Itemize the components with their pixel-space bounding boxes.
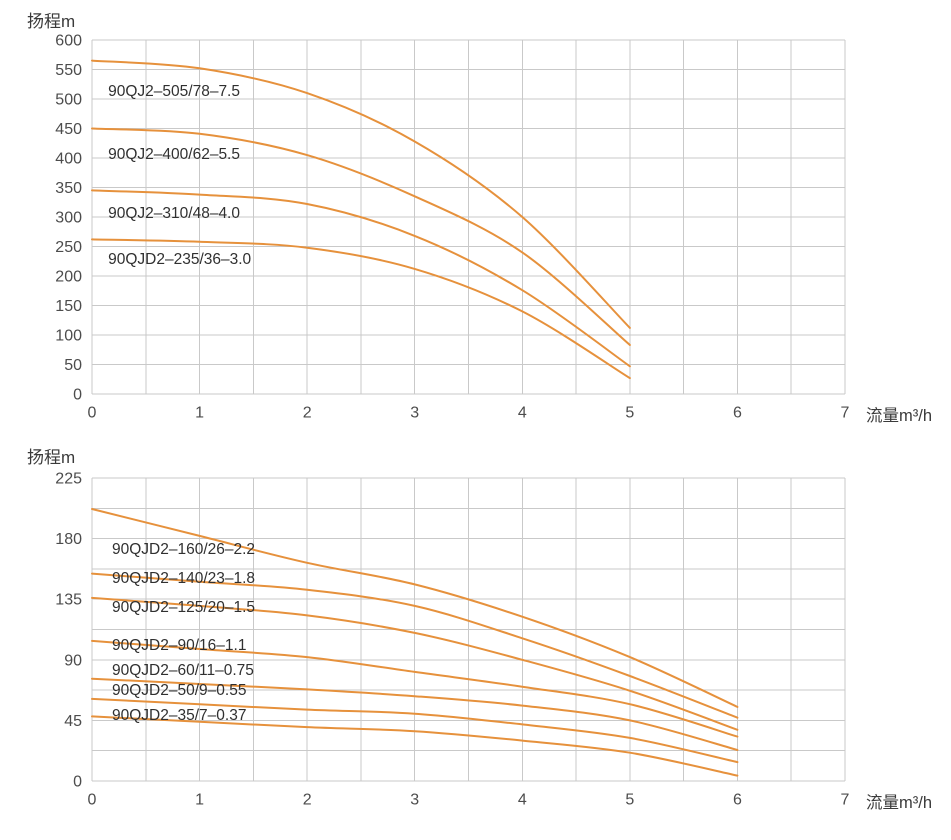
curve-label: 90QJD2–60/11–0.75 xyxy=(112,662,254,680)
bottom-chart-x-axis-title: 流量m³/h xyxy=(866,794,932,812)
pump-curve xyxy=(91,238,631,380)
top-chart-x-axis-title: 流量m³/h xyxy=(866,407,932,425)
y-tick-label: 150 xyxy=(55,298,82,315)
y-tick-label: 45 xyxy=(64,713,82,730)
curve-label: 90QJD2–140/23–1.8 xyxy=(112,569,256,587)
x-tick-label: 3 xyxy=(410,405,419,422)
y-tick-label: 135 xyxy=(55,592,82,609)
y-tick-label: 400 xyxy=(55,151,82,168)
curve-label: 90QJD2–50/9–0.55 xyxy=(112,682,247,700)
pump-curve xyxy=(91,677,739,751)
x-tick-label: 1 xyxy=(195,792,204,809)
pump-curve xyxy=(91,189,631,368)
y-tick-label: 90 xyxy=(64,652,82,669)
x-tick-label: 0 xyxy=(88,405,97,422)
chart-0-grid xyxy=(91,39,846,395)
bottom-chart-y-axis-title: 扬程m xyxy=(27,448,76,467)
curve-label: 90QJD2–160/26–2.2 xyxy=(112,541,256,559)
y-tick-label: 250 xyxy=(55,239,82,256)
x-tick-label: 2 xyxy=(303,405,312,422)
curve-label: 90QJD2–125/20–1.5 xyxy=(112,599,256,617)
x-tick-label: 2 xyxy=(303,792,312,809)
chart-1-grid xyxy=(91,477,846,782)
y-tick-label: 200 xyxy=(55,269,82,286)
x-tick-label: 6 xyxy=(733,405,742,422)
pump-curve xyxy=(91,639,739,738)
curve-label: 90QJD2–35/7–0.37 xyxy=(112,706,247,724)
pump-curve xyxy=(91,508,739,708)
y-tick-label: 550 xyxy=(55,62,82,79)
pump-curve xyxy=(91,715,739,777)
y-tick-label: 180 xyxy=(55,531,82,548)
y-tick-label: 500 xyxy=(55,92,82,109)
x-tick-label: 4 xyxy=(518,792,527,809)
y-tick-label: 100 xyxy=(55,328,82,345)
y-tick-label: 0 xyxy=(73,774,82,791)
curve-label: 90QJ2–505/78–7.5 xyxy=(108,83,240,101)
pump-curve xyxy=(91,697,739,764)
curve-label: 90QJ2–400/62–5.5 xyxy=(108,146,240,164)
y-tick-label: 600 xyxy=(55,33,82,50)
y-tick-label: 225 xyxy=(55,471,82,488)
pump-curve xyxy=(91,596,739,731)
curve-label: 90QJ2–310/48–4.0 xyxy=(108,205,240,223)
x-tick-label: 3 xyxy=(410,792,419,809)
x-tick-label: 5 xyxy=(625,792,634,809)
y-tick-label: 300 xyxy=(55,210,82,227)
pump-curve xyxy=(91,127,631,346)
x-tick-label: 6 xyxy=(733,792,742,809)
y-tick-label: 50 xyxy=(64,357,82,374)
pump-curve xyxy=(91,59,631,329)
y-tick-label: 350 xyxy=(55,180,82,197)
y-tick-label: 450 xyxy=(55,121,82,138)
x-tick-label: 7 xyxy=(841,792,850,809)
x-tick-label: 0 xyxy=(88,792,97,809)
chart-0-curves xyxy=(91,59,631,380)
x-tick-label: 5 xyxy=(625,405,634,422)
curve-label: 90QJD2–90/16–1.1 xyxy=(112,636,247,654)
chart-1-curves xyxy=(91,508,739,777)
y-tick-label: 0 xyxy=(73,387,82,404)
pump-curve xyxy=(91,572,739,719)
x-tick-label: 7 xyxy=(841,405,850,422)
x-tick-label: 1 xyxy=(195,405,204,422)
curve-label: 90QJD2–235/36–3.0 xyxy=(108,251,252,269)
top-chart-y-axis-title: 扬程m xyxy=(27,12,76,31)
chart-0-ticks: 0 50 100 150 200 250 300 350 400 450 500 550 600 0 1 2 3… xyxy=(55,33,849,422)
x-tick-label: 4 xyxy=(518,405,527,422)
